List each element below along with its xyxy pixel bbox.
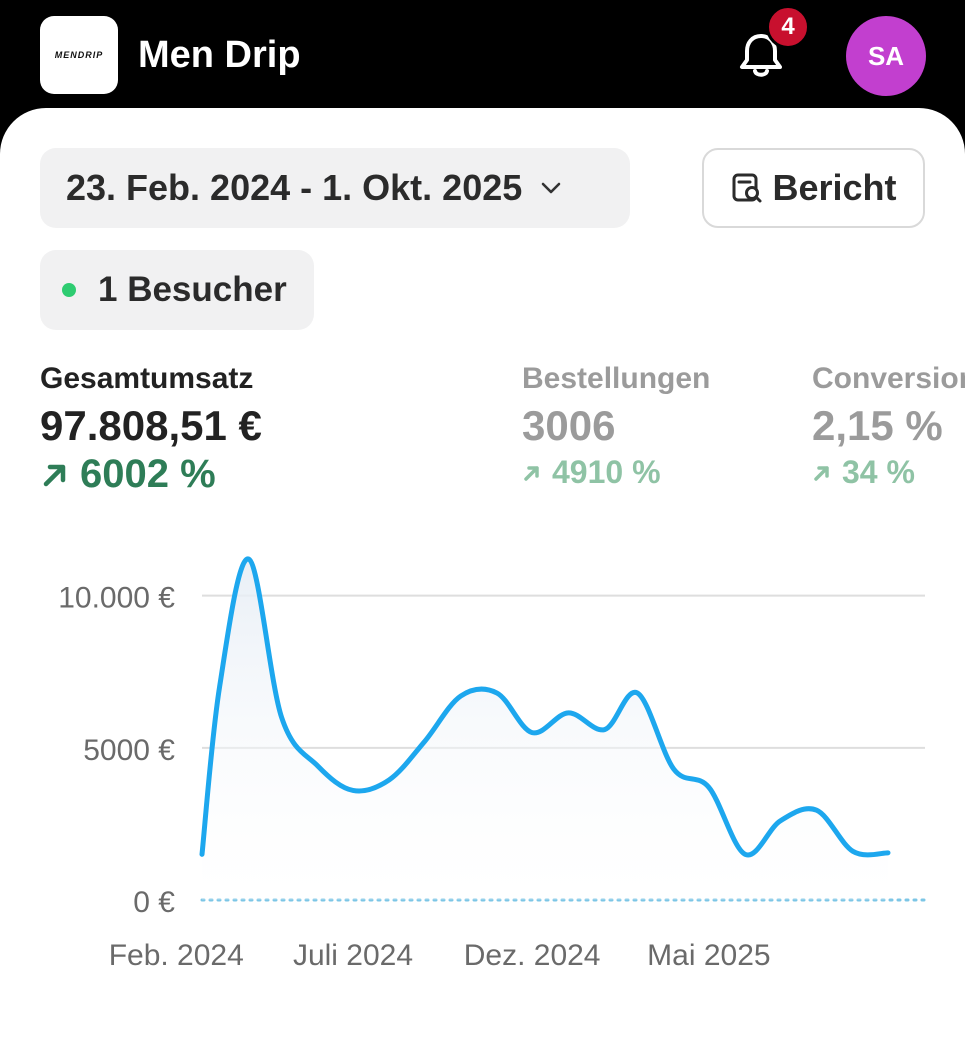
metric-conversion[interactable]: Conversion 2,15 % 34 % <box>812 362 965 491</box>
metric-change-value: 4910 % <box>552 454 661 490</box>
store-logo[interactable]: MENDRIP <box>40 16 118 94</box>
metric-label: Bestellungen <box>522 362 711 395</box>
y-tick-label: 10.000 € <box>58 582 175 615</box>
metric-change: 4910 % <box>522 454 710 491</box>
metric-total-sales[interactable]: Gesamtumsatz 97.808,51 € 6002 % <box>40 362 262 497</box>
visitors-label: 1 Besucher <box>98 270 287 309</box>
metric-label: Conversion <box>812 362 965 395</box>
metric-value: 97.808,51 € <box>40 402 262 449</box>
x-tick-label: Juli 2024 <box>293 939 413 972</box>
sales-series-line <box>199 556 891 858</box>
arrow-up-right-icon <box>524 465 539 481</box>
date-range-button[interactable]: 23. Feb. 2024 - 1. Okt. 2025 <box>40 148 630 228</box>
arrow-up-right-icon <box>43 464 66 486</box>
x-tick-label: Feb. 2024 <box>109 939 244 972</box>
metric-change-value: 34 % <box>842 454 915 490</box>
metric-orders[interactable]: Bestellungen 3006 4910 % <box>522 362 710 491</box>
report-button[interactable]: Bericht <box>702 148 925 228</box>
metric-value: 2,15 % <box>812 402 943 449</box>
metric-change-value: 6002 % <box>80 452 216 496</box>
avatar[interactable]: SA <box>846 16 926 96</box>
notification-badge: 4 <box>766 5 810 49</box>
store-title: Men Drip <box>138 34 301 76</box>
live-visitors-chip[interactable]: 1 Besucher <box>40 250 314 330</box>
y-tick-label: 5000 € <box>83 734 175 767</box>
sales-chart[interactable]: 0 € 5000 € 10.000 € Feb. 2024 Juli 2024 Dez. … <box>0 540 965 1010</box>
y-tick-label: 0 € <box>133 886 175 919</box>
live-status-dot <box>62 283 76 297</box>
report-label: Bericht <box>772 167 897 208</box>
metric-value: 3006 <box>522 402 616 449</box>
report-search-icon <box>732 173 762 203</box>
metric-label: Gesamtumsatz <box>40 362 254 395</box>
metric-change: 6002 % <box>40 452 262 497</box>
date-range-label: 23. Feb. 2024 - 1. Okt. 2025 <box>66 167 523 208</box>
metric-change: 34 % <box>812 454 965 491</box>
top-bar: MENDRIP Men Drip 4 SA <box>0 0 965 110</box>
x-tick-label: Mai 2025 <box>647 939 770 972</box>
arrow-up-right-icon <box>814 465 829 481</box>
chevron-down-icon <box>541 182 561 194</box>
x-tick-label: Dez. 2024 <box>464 939 601 972</box>
logo-text: MENDRIP <box>54 50 104 60</box>
